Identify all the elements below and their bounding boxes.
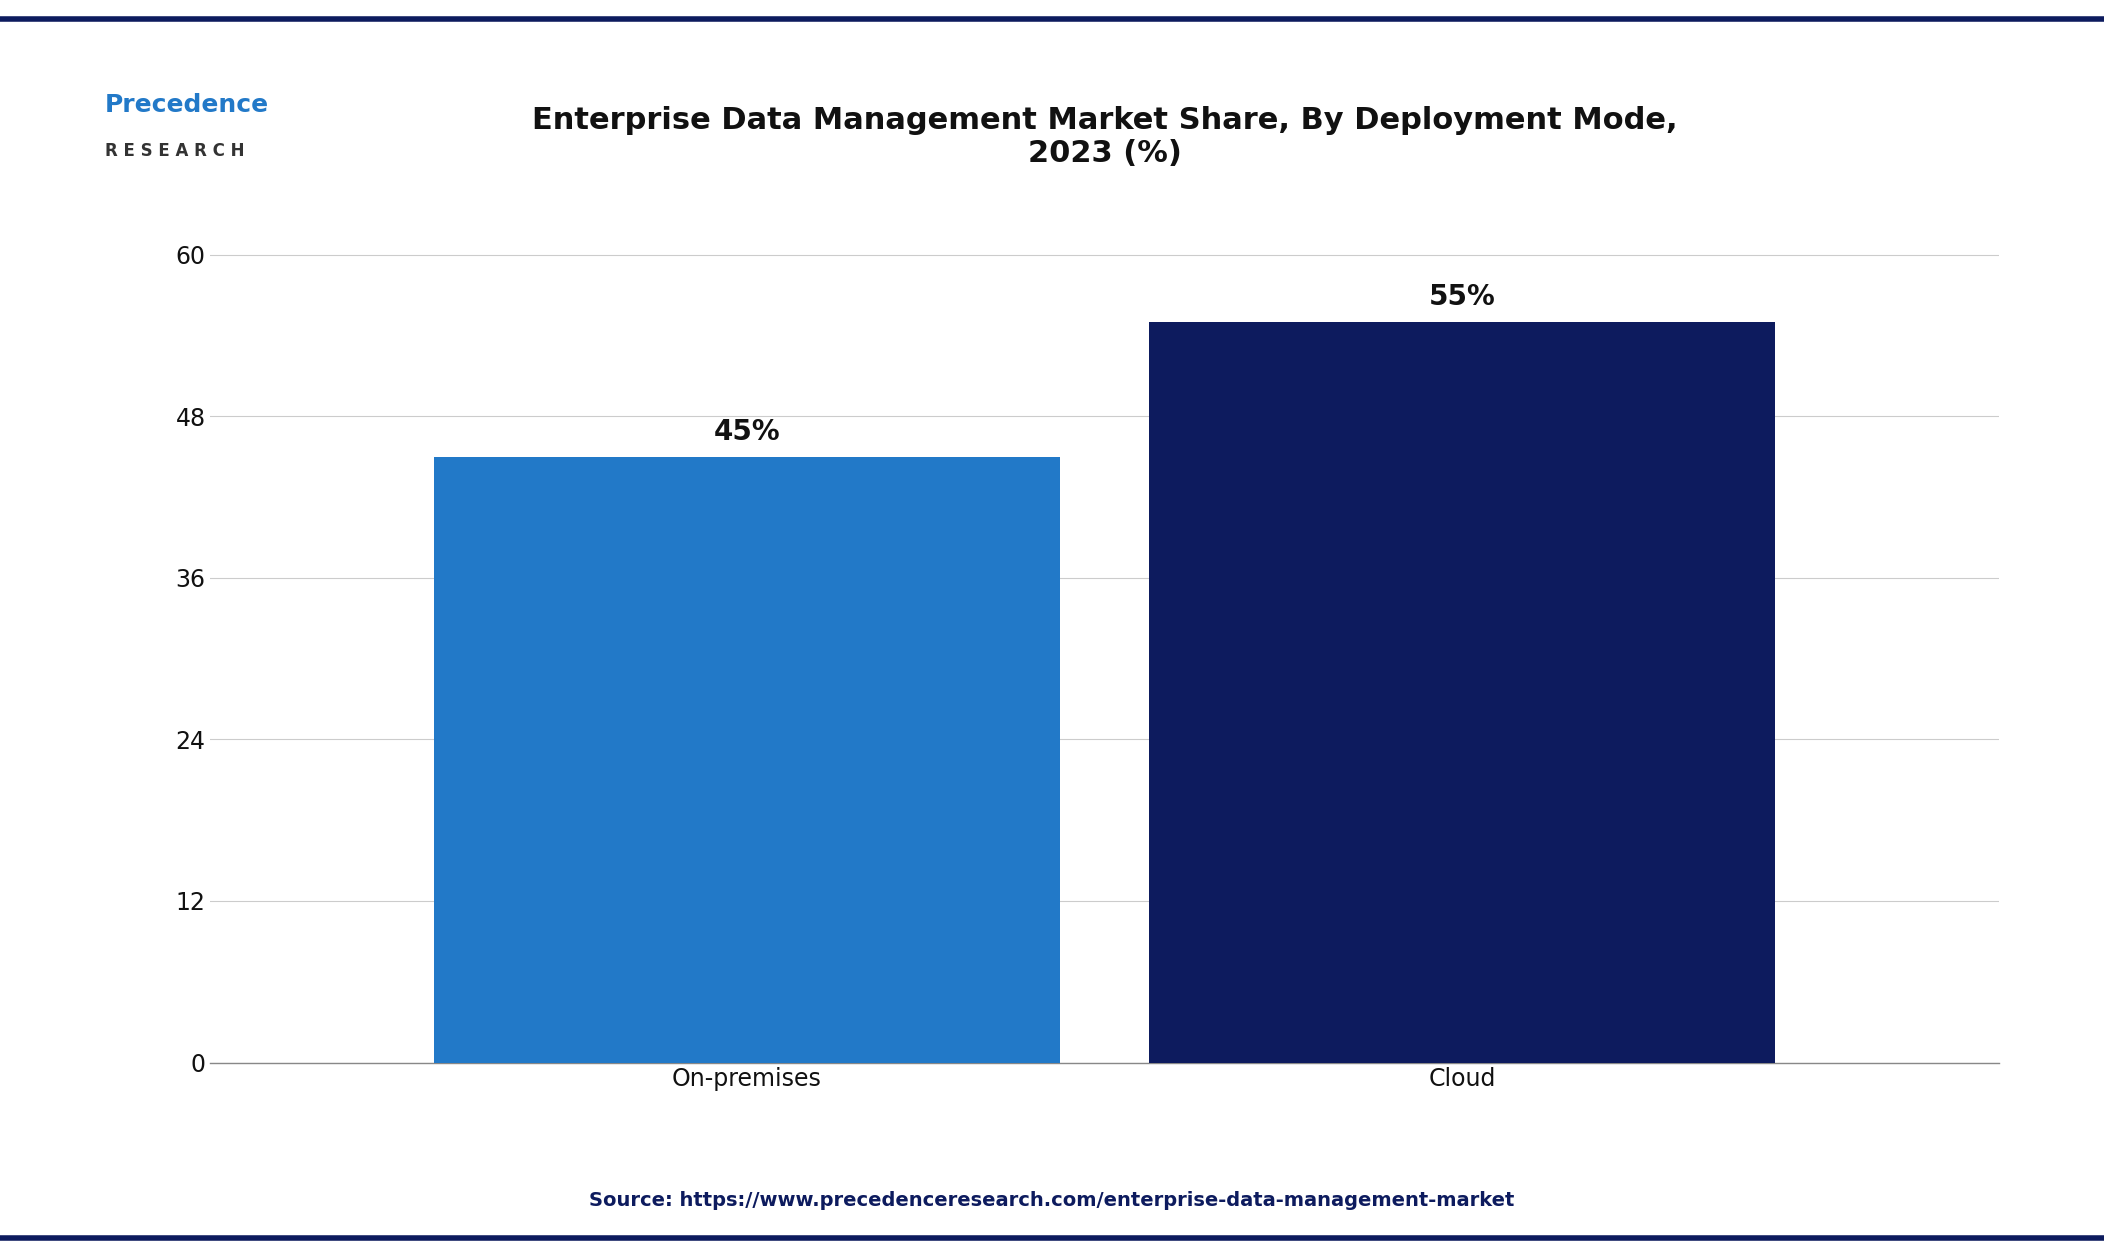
Bar bbox=[1149, 322, 1776, 1062]
Text: Precedence: Precedence bbox=[105, 94, 269, 118]
Text: R E S E A R C H: R E S E A R C H bbox=[105, 142, 244, 160]
Title: Enterprise Data Management Market Share, By Deployment Mode,
2023 (%): Enterprise Data Management Market Share,… bbox=[532, 106, 1677, 169]
Text: 45%: 45% bbox=[713, 418, 781, 446]
Text: 55%: 55% bbox=[1429, 284, 1496, 311]
Bar bbox=[433, 456, 1060, 1062]
Text: Source: https://www.precedenceresearch.com/enterprise-data-management-market: Source: https://www.precedenceresearch.c… bbox=[589, 1190, 1515, 1210]
